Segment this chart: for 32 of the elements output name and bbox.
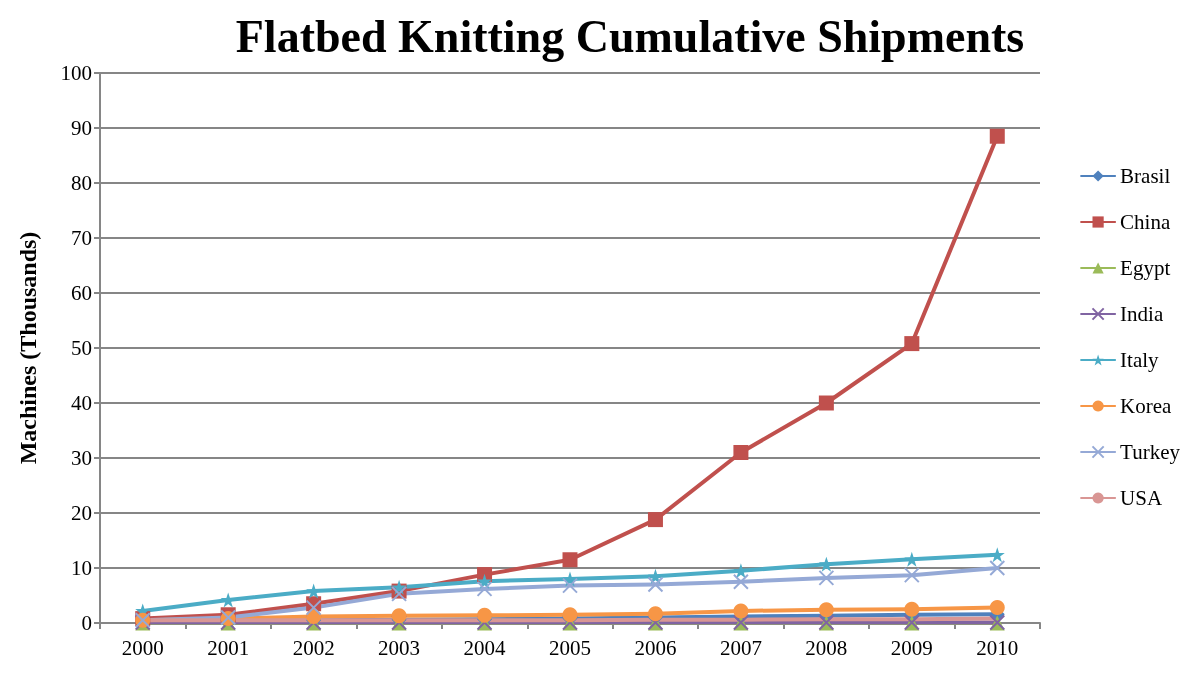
legend-label: Korea bbox=[1120, 394, 1173, 418]
x-tick-label: 2004 bbox=[463, 635, 507, 660]
y-tick-label: 30 bbox=[71, 446, 92, 470]
chart-title: Flatbed Knitting Cumulative Shipments bbox=[235, 10, 1025, 62]
x-tick-label: 2003 bbox=[378, 635, 421, 660]
y-axis-title: Machines (Thousands) bbox=[15, 231, 41, 465]
y-tick-label: 90 bbox=[71, 116, 92, 140]
x-tick-label: 2006 bbox=[634, 635, 677, 660]
y-tick-label: 0 bbox=[81, 611, 92, 635]
y-tick-label: 60 bbox=[71, 281, 92, 305]
x-tick-label: 2005 bbox=[549, 635, 591, 660]
y-tick-label: 10 bbox=[71, 556, 92, 580]
x-tick-label: 2010 bbox=[976, 635, 1019, 660]
x-tick-label: 2000 bbox=[121, 635, 164, 660]
legend-label: USA bbox=[1120, 486, 1163, 510]
x-tick-label: 2007 bbox=[719, 635, 762, 660]
y-tick-label: 50 bbox=[71, 336, 92, 360]
x-tick-label: 2002 bbox=[292, 635, 335, 660]
y-tick-label: 70 bbox=[71, 226, 92, 250]
y-tick-label: 80 bbox=[71, 171, 92, 195]
legend-label: Egypt bbox=[1120, 256, 1171, 280]
legend-label: Turkey bbox=[1120, 440, 1181, 464]
x-tick-label: 2001 bbox=[207, 635, 250, 660]
x-tick-label: 2008 bbox=[805, 635, 848, 660]
y-tick-label: 100 bbox=[60, 61, 92, 85]
legend-label: Brasil bbox=[1120, 164, 1171, 188]
legend-label: China bbox=[1120, 210, 1171, 234]
x-tick-label: 2009 bbox=[890, 635, 933, 660]
legend-label: Italy bbox=[1120, 348, 1160, 372]
legend-label: India bbox=[1120, 302, 1164, 326]
y-tick-label: 40 bbox=[71, 391, 92, 415]
y-tick-label: 20 bbox=[71, 501, 92, 525]
